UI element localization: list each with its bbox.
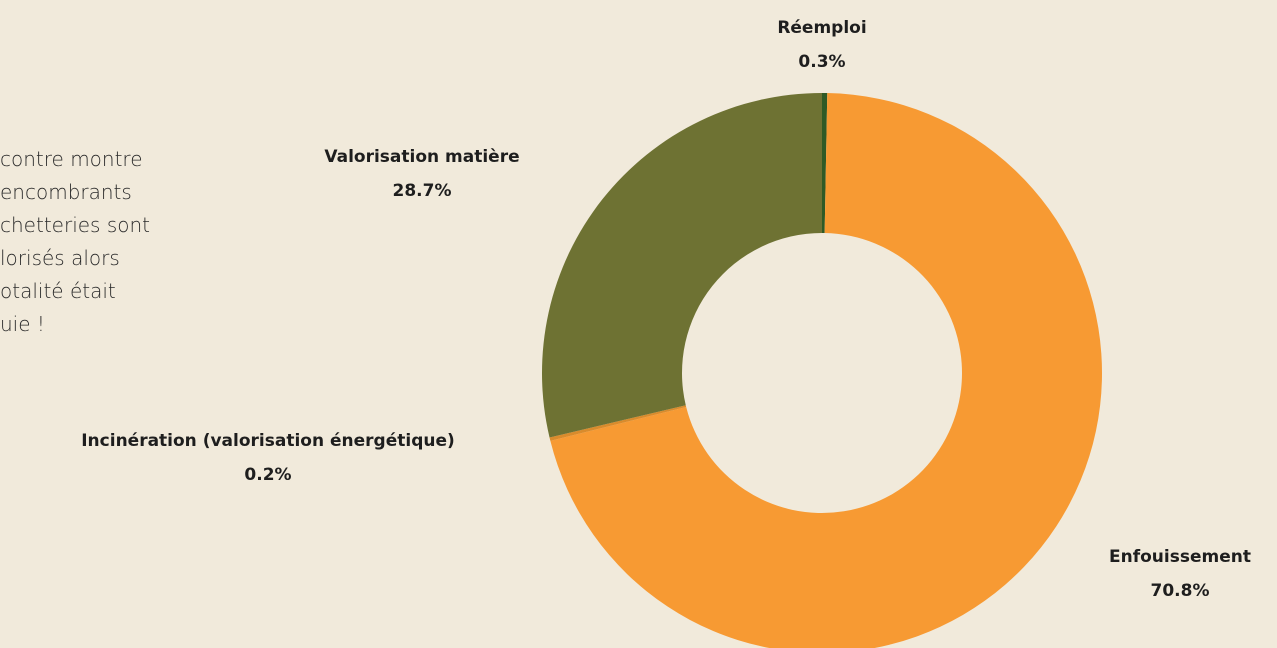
text-line: otalité était bbox=[0, 279, 116, 303]
text-block: contre montre encombrants chetteries sont l… bbox=[0, 147, 150, 336]
slice-label: Enfouissement bbox=[1109, 547, 1251, 567]
donut-slice bbox=[822, 93, 828, 234]
chart: Réemploi 0.3% Enfouissement 70.8% Incinérati… bbox=[81, 18, 1251, 648]
text-line: chetteries sont bbox=[0, 213, 150, 237]
donut-slice bbox=[549, 405, 687, 441]
donut-slice bbox=[550, 93, 1102, 648]
slice-label: Incinération (valorisation énergétique) bbox=[81, 431, 455, 451]
text-line: encombrants bbox=[0, 180, 132, 204]
slice-value-label: 70.8% bbox=[1151, 581, 1210, 601]
slice-value-label: 0.2% bbox=[244, 465, 291, 485]
slice-label: Réemploi bbox=[777, 18, 866, 38]
slice-label: Valorisation matière bbox=[324, 147, 519, 167]
text-line: lorisés alors bbox=[0, 246, 120, 270]
donut-slice bbox=[542, 93, 822, 438]
text-line: contre montre bbox=[0, 147, 143, 171]
text-line: uie ! bbox=[0, 312, 45, 336]
slice-value-label: 28.7% bbox=[393, 181, 452, 201]
slice-value-label: 0.3% bbox=[798, 52, 845, 72]
